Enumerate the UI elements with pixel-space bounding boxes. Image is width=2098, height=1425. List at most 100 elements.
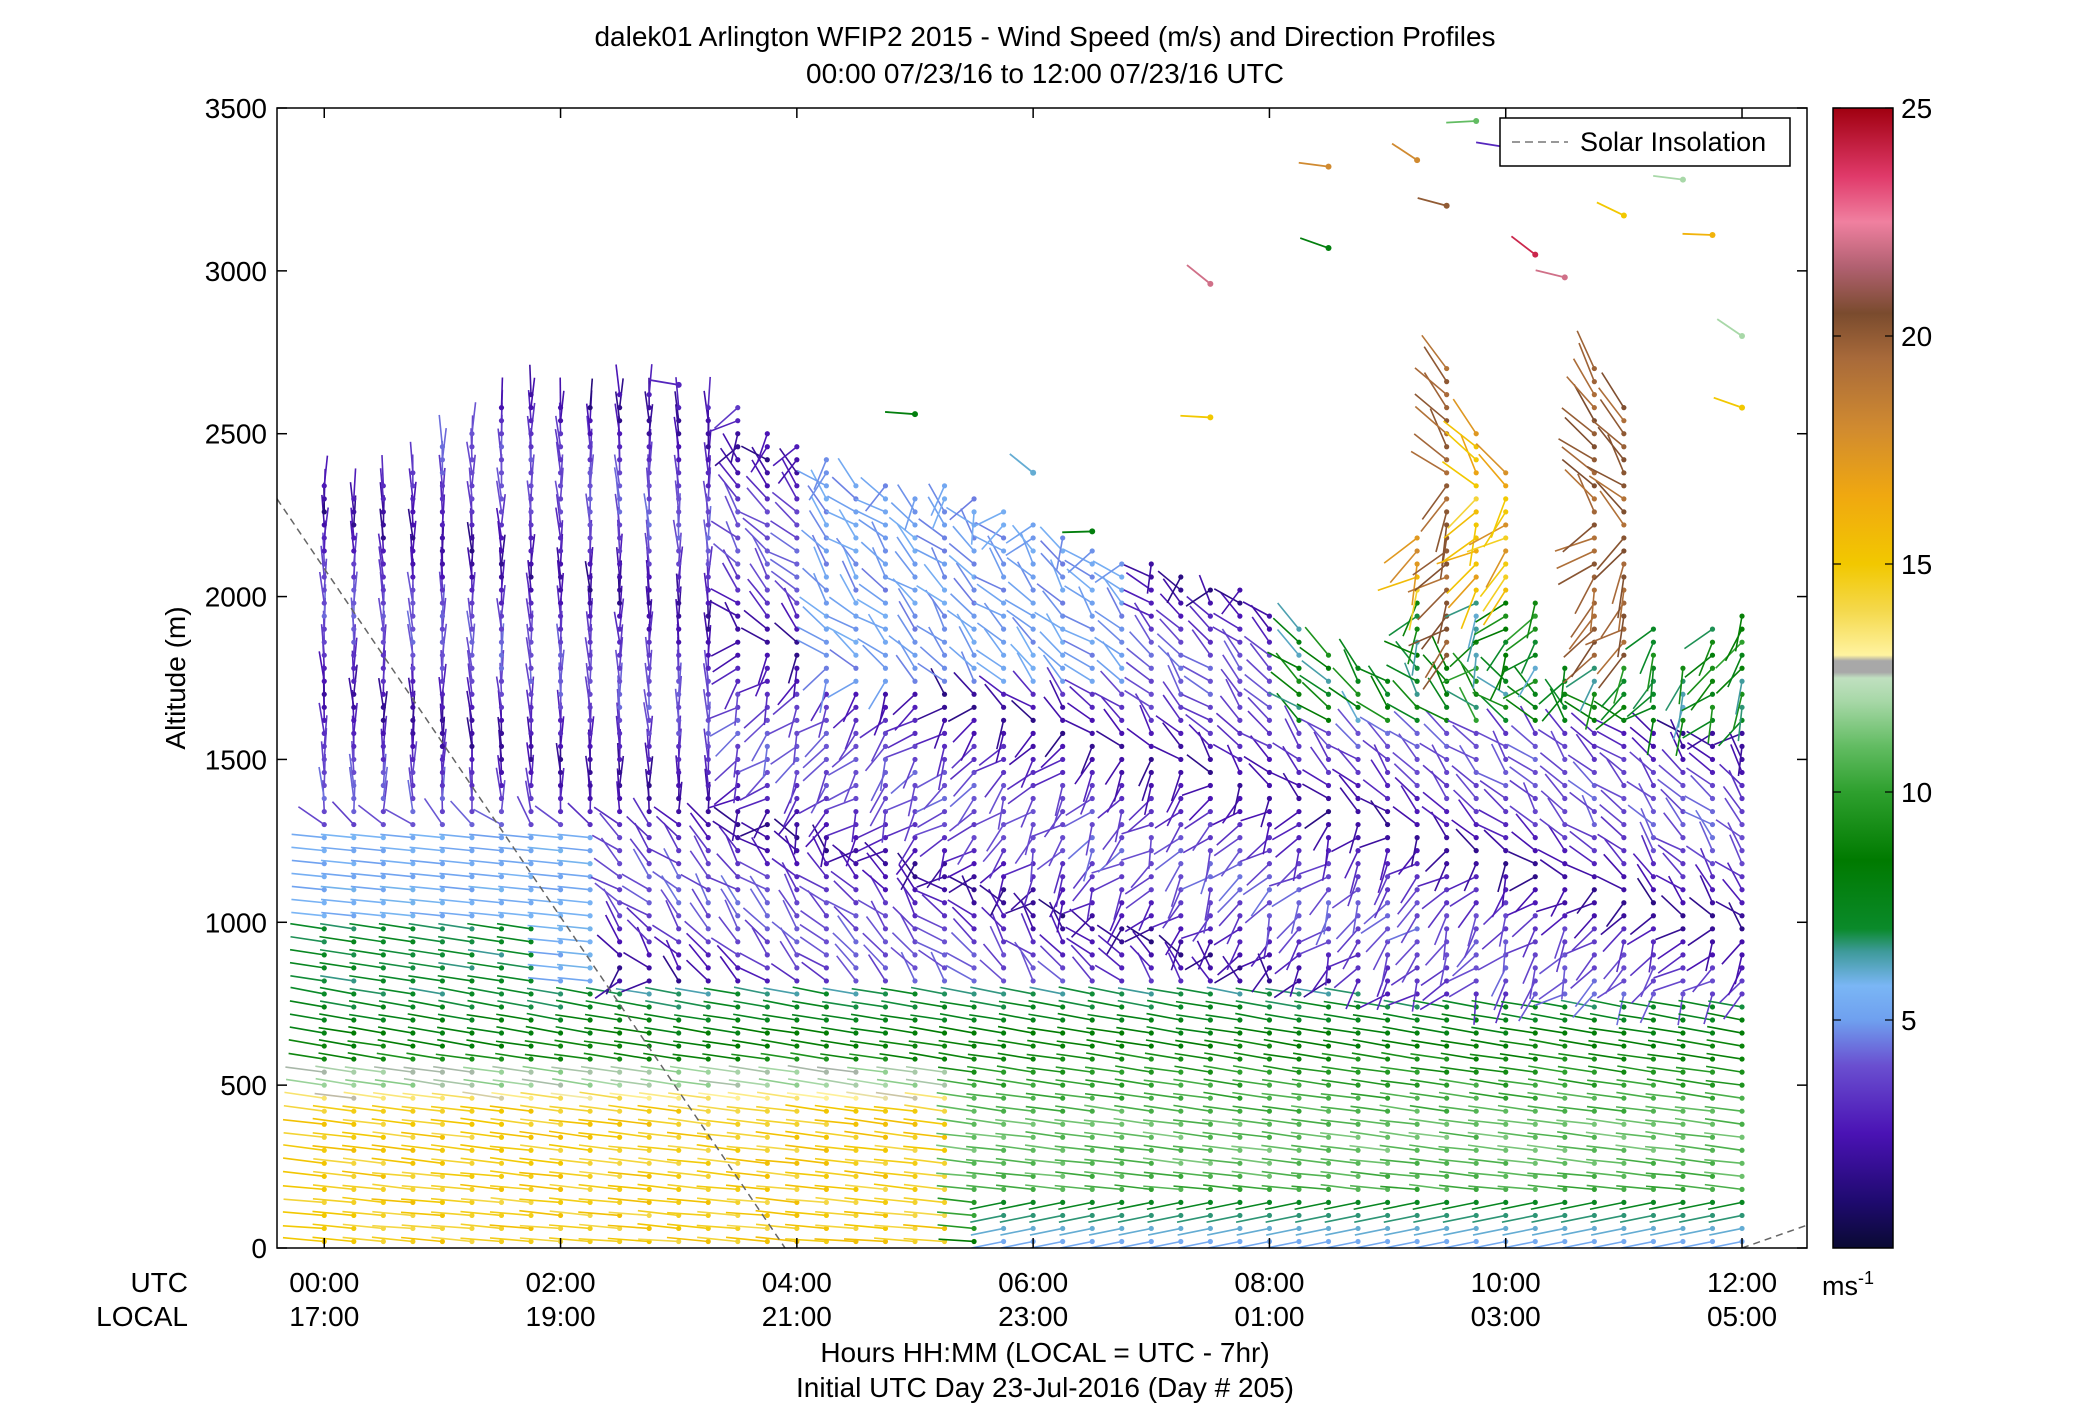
wind-barb-dot: [676, 1017, 682, 1023]
wind-barb-dot: [1119, 1147, 1125, 1153]
wind-barb: [740, 445, 768, 461]
wind-barb: [997, 1025, 1034, 1034]
wind-barb-dot: [1030, 535, 1036, 541]
wind-barb-dot: [1178, 1056, 1184, 1062]
wind-barb-dot: [764, 665, 770, 671]
wind-barb-dot: [735, 1043, 741, 1049]
wind-barb-dot: [1296, 1121, 1302, 1127]
wind-barb: [1529, 1026, 1565, 1034]
wind-barb-dot: [1325, 926, 1332, 932]
wind-barb: [1339, 787, 1359, 813]
wind-barb-dot: [1089, 574, 1095, 580]
wind-barb: [349, 961, 384, 969]
wind-barb-dot: [528, 704, 534, 710]
wind-barb-dot: [557, 1030, 564, 1036]
wind-barb: [938, 1066, 975, 1073]
wind-barb: [733, 746, 739, 778]
wind-barb: [1310, 967, 1330, 994]
wind-barb-dot: [676, 874, 682, 880]
wind-barb-dot: [321, 665, 327, 671]
wind-barb-dot: [469, 926, 475, 932]
wind-barb-dot: [498, 991, 505, 997]
wind-barb-dot: [646, 652, 652, 658]
wind-barb-dot: [1060, 1004, 1066, 1010]
wind-barb-dot: [1207, 1043, 1213, 1049]
wind-barb-dot: [1060, 1082, 1066, 1088]
wind-barb-dot: [528, 1160, 534, 1166]
wind-barb: [1304, 810, 1329, 830]
wind-barb-dot: [1266, 1056, 1273, 1062]
wind-barb: [802, 758, 827, 782]
wind-barb: [1502, 1240, 1536, 1248]
wind-barb-dot: [617, 418, 623, 424]
wind-barb-dot: [705, 1199, 711, 1205]
wind-barb: [731, 811, 739, 842]
wind-barb-dot: [1001, 1017, 1007, 1023]
wind-barb-dot: [646, 1069, 652, 1075]
wind-barb: [667, 1104, 709, 1112]
wind-barb: [1054, 1145, 1093, 1152]
wind-barb: [431, 1092, 473, 1099]
wind-barb: [955, 562, 975, 591]
wind-barb-dot: [705, 1147, 711, 1153]
wind-barb: [1514, 889, 1536, 913]
wind-barb-dot: [1384, 691, 1391, 697]
wind-barb-dot: [882, 1095, 889, 1101]
wind-barb-dot: [498, 1121, 505, 1127]
wind-barb: [1467, 915, 1477, 947]
wind-barb: [1539, 859, 1566, 878]
wind-barb: [519, 1224, 561, 1230]
wind-barb: [496, 948, 532, 956]
wind-barb-dot: [587, 1160, 593, 1166]
wind-barb: [441, 741, 447, 773]
wind-barb: [1020, 951, 1034, 982]
wind-barb: [1530, 1201, 1565, 1211]
wind-barb: [982, 943, 1005, 969]
wind-barb-dot: [794, 704, 800, 710]
wind-barb: [728, 1079, 768, 1086]
wind-barb: [1483, 829, 1507, 852]
wind-barb: [1243, 755, 1270, 774]
wind-barb-dot: [1001, 665, 1007, 671]
wind-barb-dot: [735, 639, 741, 645]
wind-barb-dot: [1532, 900, 1538, 906]
wind-barb: [500, 584, 506, 617]
wind-barb: [1046, 666, 1064, 695]
wind-barb: [666, 1223, 709, 1230]
wind-barb-dot: [1444, 365, 1450, 372]
wind-barb-dot: [705, 470, 711, 476]
wind-barb: [751, 837, 768, 865]
wind-barb-dot: [528, 444, 534, 450]
wind-barb: [733, 1000, 768, 1008]
wind-barb: [467, 974, 502, 982]
wind-barb-dot: [1296, 626, 1302, 632]
wind-barb: [1106, 587, 1123, 617]
wind-barb: [527, 963, 561, 969]
wind-barb-dot: [764, 1095, 770, 1101]
wind-barb: [1502, 941, 1507, 974]
wind-barb-dot: [1030, 548, 1036, 554]
wind-barb-dot: [1001, 900, 1007, 906]
wind-barb: [685, 959, 709, 982]
wind-barb: [1192, 824, 1212, 852]
wind-barb: [372, 1131, 413, 1139]
wind-barb-dot: [705, 405, 711, 411]
wind-barb: [1509, 766, 1536, 787]
wind-barb-dot: [1325, 887, 1332, 893]
wind-barb: [650, 848, 680, 865]
wind-barb-dot: [1178, 1134, 1184, 1140]
wind-barb: [1207, 1240, 1241, 1248]
wind-barb: [1442, 1201, 1477, 1211]
wind-barb: [1261, 1184, 1300, 1191]
wind-barb-dot: [1444, 1030, 1450, 1036]
wind-barb-dot: [321, 1186, 327, 1192]
wind-barb-dot: [705, 1069, 711, 1075]
wind-barb: [733, 986, 768, 995]
wind-barb-dot: [1237, 704, 1243, 710]
wind-barb: [675, 377, 680, 408]
wind-barb: [707, 546, 713, 578]
wind-barb-dot: [587, 1004, 593, 1010]
wind-barb-dot: [882, 1030, 889, 1036]
wind-barb: [1538, 680, 1566, 705]
wind-barb-dot: [1296, 991, 1302, 997]
